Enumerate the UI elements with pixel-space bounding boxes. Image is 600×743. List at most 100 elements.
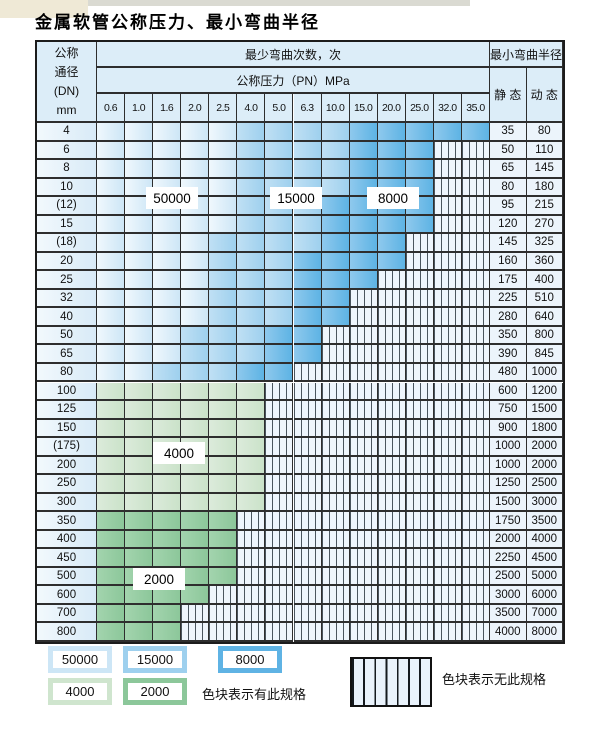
dynamic-value-cell: 5000	[526, 567, 563, 587]
grid-cell	[461, 308, 490, 327]
legend-swatch-50000: 50000	[48, 646, 112, 673]
dynamic-value-cell: 8000	[526, 623, 563, 642]
grid-cell	[405, 345, 434, 364]
grid-cell	[321, 197, 350, 216]
grid-cell	[461, 271, 490, 290]
grid-cell	[405, 604, 434, 624]
grid-cell	[433, 252, 462, 272]
grid-cell	[321, 345, 350, 364]
grid-cell	[153, 326, 182, 346]
grid-cell	[125, 345, 154, 364]
grid-cell	[293, 475, 322, 494]
pressure-value-header: 10.0	[321, 94, 350, 123]
grid-cell	[97, 419, 126, 439]
grid-cell	[265, 345, 294, 364]
grid-cell	[321, 549, 350, 568]
grid-cell	[349, 530, 378, 550]
grid-cell	[461, 289, 490, 309]
grid-cell	[153, 363, 182, 383]
grid-cell	[97, 493, 126, 513]
grid-cell	[405, 271, 434, 290]
grid-cell	[237, 234, 266, 253]
grid-cell	[125, 308, 154, 327]
grid-cell	[209, 326, 238, 346]
grid-cell	[181, 382, 210, 402]
grid-cell	[237, 438, 266, 457]
grid-cell	[293, 549, 322, 568]
grid-cell	[321, 586, 350, 605]
grid-cell	[433, 567, 462, 587]
dn-cell: 700	[37, 604, 97, 624]
grid-cell	[405, 401, 434, 420]
grid-cell	[125, 512, 154, 531]
header-cycles: 最少弯曲次数，次	[97, 42, 490, 68]
grid-cell	[237, 271, 266, 290]
dn-cell: 50	[37, 326, 97, 346]
grid-cell	[433, 493, 462, 513]
grid-cell	[153, 475, 182, 494]
grid-cell	[237, 419, 266, 439]
grid-cell	[265, 549, 294, 568]
grid-cell	[377, 623, 406, 642]
dn-cell: 8	[37, 160, 97, 179]
grid-cell	[433, 308, 462, 327]
grid-cell	[405, 456, 434, 476]
grid-cell	[97, 234, 126, 253]
grid-cell	[237, 252, 266, 272]
grid-cell	[181, 215, 210, 235]
dynamic-value-cell: 1000	[526, 363, 563, 383]
grid-cell	[349, 123, 378, 142]
static-value-cell: 1500	[490, 493, 527, 513]
dynamic-value-cell: 80	[526, 123, 563, 142]
grid-cell	[461, 326, 490, 346]
grid-cell	[349, 604, 378, 624]
grid-cell	[349, 141, 378, 161]
dn-cell: 400	[37, 530, 97, 550]
dn-cell: 600	[37, 586, 97, 605]
grid-cell	[349, 438, 378, 457]
grid-cell	[209, 586, 238, 605]
scan-artifact-gray	[88, 0, 470, 6]
grid-cell	[293, 604, 322, 624]
grid-cell	[293, 271, 322, 290]
grid-cell	[405, 438, 434, 457]
grid-cell	[293, 401, 322, 420]
grid-cell	[405, 160, 434, 179]
static-value-cell: 1000	[490, 438, 527, 457]
static-value-cell: 1750	[490, 512, 527, 531]
grid-cell	[433, 512, 462, 531]
dn-cell: 350	[37, 512, 97, 531]
grid-cell	[181, 326, 210, 346]
grid-cell	[377, 252, 406, 272]
grid-cell	[209, 345, 238, 364]
grid-cell	[461, 604, 490, 624]
dn-cell: 300	[37, 493, 97, 513]
static-value-cell: 600	[490, 382, 527, 402]
grid-cell	[125, 549, 154, 568]
grid-cell	[349, 308, 378, 327]
cycle-count-label: 4000	[153, 442, 205, 464]
header-dn-line: mm	[56, 102, 77, 117]
dynamic-value-cell: 325	[526, 234, 563, 253]
grid-cell	[265, 567, 294, 587]
grid-cell	[433, 438, 462, 457]
grid-cell	[321, 567, 350, 587]
dynamic-value-cell: 640	[526, 308, 563, 327]
grid-cell	[237, 456, 266, 476]
grid-cell	[321, 475, 350, 494]
grid-cell	[433, 401, 462, 420]
dn-cell: 40	[37, 308, 97, 327]
grid-cell	[433, 363, 462, 383]
grid-cell	[293, 345, 322, 364]
grid-cell	[321, 271, 350, 290]
grid-cell	[97, 623, 126, 642]
static-value-cell: 900	[490, 419, 527, 439]
dynamic-value-cell: 4000	[526, 530, 563, 550]
grid-cell	[181, 419, 210, 439]
grid-cell	[181, 623, 210, 642]
static-value-cell: 175	[490, 271, 527, 290]
grid-cell	[153, 586, 182, 605]
grid-cell	[461, 160, 490, 179]
grid-cell	[153, 401, 182, 420]
grid-cell	[293, 308, 322, 327]
